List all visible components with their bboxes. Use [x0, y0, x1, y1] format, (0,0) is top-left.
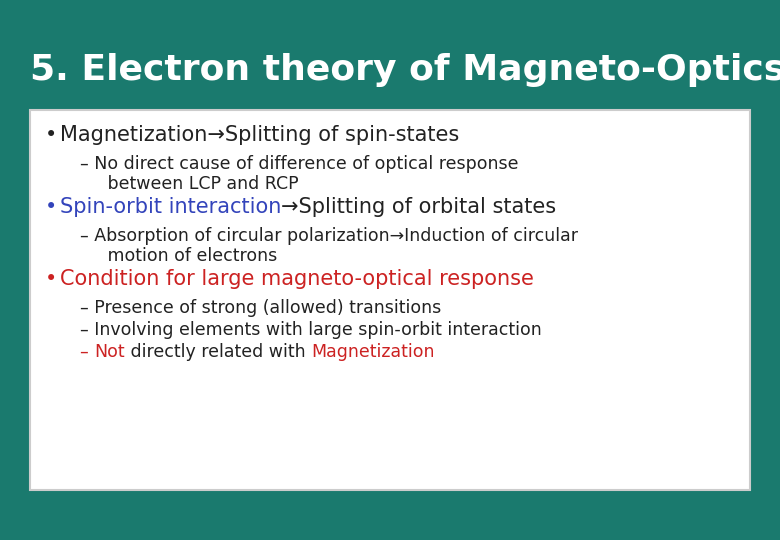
Text: – No direct cause of difference of optical response: – No direct cause of difference of optic… [80, 155, 519, 173]
Text: •: • [45, 125, 57, 145]
Text: 5. Electron theory of Magneto-Optics: 5. Electron theory of Magneto-Optics [30, 53, 780, 87]
FancyBboxPatch shape [30, 110, 750, 490]
Text: •: • [45, 197, 57, 217]
Text: •: • [45, 269, 57, 289]
Text: Condition for large magneto-optical response: Condition for large magneto-optical resp… [60, 269, 534, 289]
Text: between LCP and RCP: between LCP and RCP [80, 175, 299, 193]
Text: Not: Not [94, 343, 125, 361]
Text: Spin-orbit interaction: Spin-orbit interaction [60, 197, 282, 217]
Text: Magnetization→Splitting of spin-states: Magnetization→Splitting of spin-states [60, 125, 459, 145]
Text: Magnetization: Magnetization [311, 343, 434, 361]
Text: →Splitting of orbital states: →Splitting of orbital states [282, 197, 556, 217]
Text: – Involving elements with large spin-orbit interaction: – Involving elements with large spin-orb… [80, 321, 542, 339]
Text: – Absorption of circular polarization→Induction of circular: – Absorption of circular polarization→In… [80, 227, 578, 245]
Text: motion of electrons: motion of electrons [80, 247, 277, 265]
Text: directly related with: directly related with [125, 343, 311, 361]
Text: – Presence of strong (allowed) transitions: – Presence of strong (allowed) transitio… [80, 299, 441, 317]
Text: –: – [80, 343, 94, 361]
